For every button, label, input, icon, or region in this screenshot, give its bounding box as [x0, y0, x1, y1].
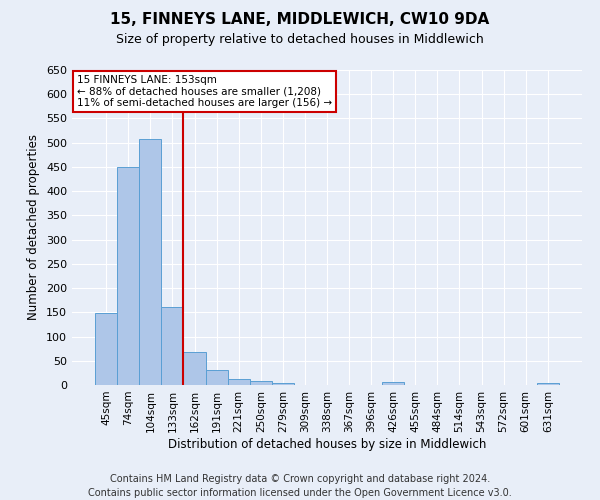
Bar — [250, 381, 272, 385]
Bar — [184, 352, 206, 385]
Bar — [161, 308, 184, 385]
Text: 15 FINNEYS LANE: 153sqm
← 88% of detached houses are smaller (1,208)
11% of semi: 15 FINNEYS LANE: 153sqm ← 88% of detache… — [77, 74, 332, 108]
Bar — [117, 167, 139, 385]
X-axis label: Distribution of detached houses by size in Middlewich: Distribution of detached houses by size … — [168, 438, 486, 450]
Bar — [227, 378, 250, 385]
Bar — [95, 314, 117, 385]
Bar — [206, 370, 227, 385]
Bar — [139, 140, 161, 385]
Bar — [537, 382, 559, 385]
Text: Contains HM Land Registry data © Crown copyright and database right 2024.
Contai: Contains HM Land Registry data © Crown c… — [88, 474, 512, 498]
Text: Size of property relative to detached houses in Middlewich: Size of property relative to detached ho… — [116, 32, 484, 46]
Bar — [382, 382, 404, 385]
Text: 15, FINNEYS LANE, MIDDLEWICH, CW10 9DA: 15, FINNEYS LANE, MIDDLEWICH, CW10 9DA — [110, 12, 490, 28]
Y-axis label: Number of detached properties: Number of detached properties — [28, 134, 40, 320]
Bar — [272, 383, 294, 385]
